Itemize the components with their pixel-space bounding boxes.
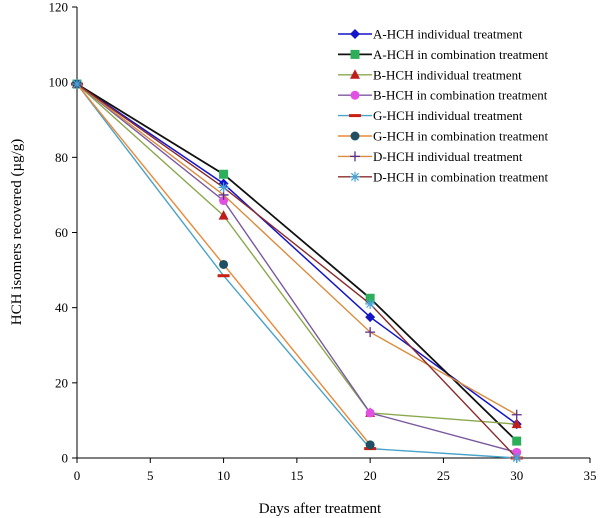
series-8 (72, 79, 522, 463)
x-tick-label: 20 (364, 468, 377, 483)
legend-label: D-HCH individual treatment (373, 149, 523, 164)
data-point (218, 210, 229, 220)
x-tick-label: 10 (217, 468, 230, 483)
data-point (365, 293, 375, 303)
legend-marker (350, 69, 360, 79)
y-tick-label: 100 (49, 75, 69, 90)
legend-item: D-HCH individual treatment (338, 149, 523, 164)
y-tick-label: 60 (55, 225, 68, 240)
data-point (365, 327, 376, 338)
y-tick-label: 120 (49, 0, 69, 15)
legend-marker (350, 49, 360, 59)
legend-label: B-HCH individual treatment (373, 67, 522, 82)
legend-label: D-HCH in combination treatment (373, 169, 548, 184)
legend-label: G-HCH in combination treatment (373, 129, 548, 144)
data-point (218, 182, 229, 193)
x-tick-label: 0 (74, 468, 81, 483)
series-4 (72, 79, 522, 457)
series-line (76, 83, 517, 425)
series-line (76, 83, 518, 459)
legend-marker (350, 29, 360, 39)
axes: 0 20 40 60 80 100 120 0 5 10 15 20 25 30 35 (49, 0, 597, 483)
series-line (76, 83, 518, 416)
series-line (76, 83, 518, 442)
x-axis-title: Days after treatment (259, 501, 382, 517)
y-tick-label: 0 (62, 451, 69, 466)
x-tick-label: 30 (510, 468, 523, 483)
legend-item: A-HCH individual treatment (338, 27, 523, 42)
y-axis-title: HCH isomers recovered (µg/g) (9, 139, 25, 326)
x-tick-label: 15 (290, 468, 303, 483)
data-point (365, 440, 375, 450)
data-point (511, 409, 522, 420)
x-tick-label: 5 (147, 468, 154, 483)
legend-item: A-HCH in combination treatment (338, 47, 548, 62)
y-tick-label: 20 (55, 375, 68, 390)
data-point (511, 418, 522, 429)
legend-label: A-HCH in combination treatment (373, 47, 548, 62)
legend-marker (350, 151, 360, 162)
plot-area (71, 78, 523, 463)
data-point (217, 274, 230, 278)
data-point (219, 169, 229, 179)
data-point (365, 408, 375, 418)
legend-label: A-HCH individual treatment (373, 27, 523, 42)
legend-item: B-HCH individual treatment (338, 67, 522, 82)
legend-item: D-HCH in combination treatment (338, 169, 548, 184)
data-point (72, 79, 82, 90)
series-line (76, 83, 517, 459)
legend-item: G-HCH in combination treatment (338, 129, 548, 144)
legend-marker (350, 90, 360, 100)
x-tick-label: 25 (437, 468, 450, 483)
data-point (365, 312, 376, 323)
legend-label: B-HCH in combination treatment (373, 88, 548, 103)
y-tick-label: 40 (55, 300, 68, 315)
x-tick-label: 35 (584, 468, 597, 483)
series-line (76, 83, 517, 454)
legend-marker (350, 131, 360, 141)
legend: A-HCH individual treatment A-HCH in combi… (338, 27, 548, 184)
data-point (512, 447, 522, 457)
legend-label: G-HCH individual treatment (373, 108, 523, 123)
y-tick-label: 80 (55, 150, 68, 165)
data-point (219, 259, 229, 269)
data-point (512, 436, 522, 446)
legend-marker (349, 114, 361, 118)
legend-item: G-HCH individual treatment (338, 108, 523, 123)
data-point (365, 298, 376, 309)
data-point (219, 196, 229, 206)
data-point (511, 453, 522, 463)
legend-item: B-HCH in combination treatment (338, 88, 548, 103)
legend-marker (350, 171, 360, 182)
